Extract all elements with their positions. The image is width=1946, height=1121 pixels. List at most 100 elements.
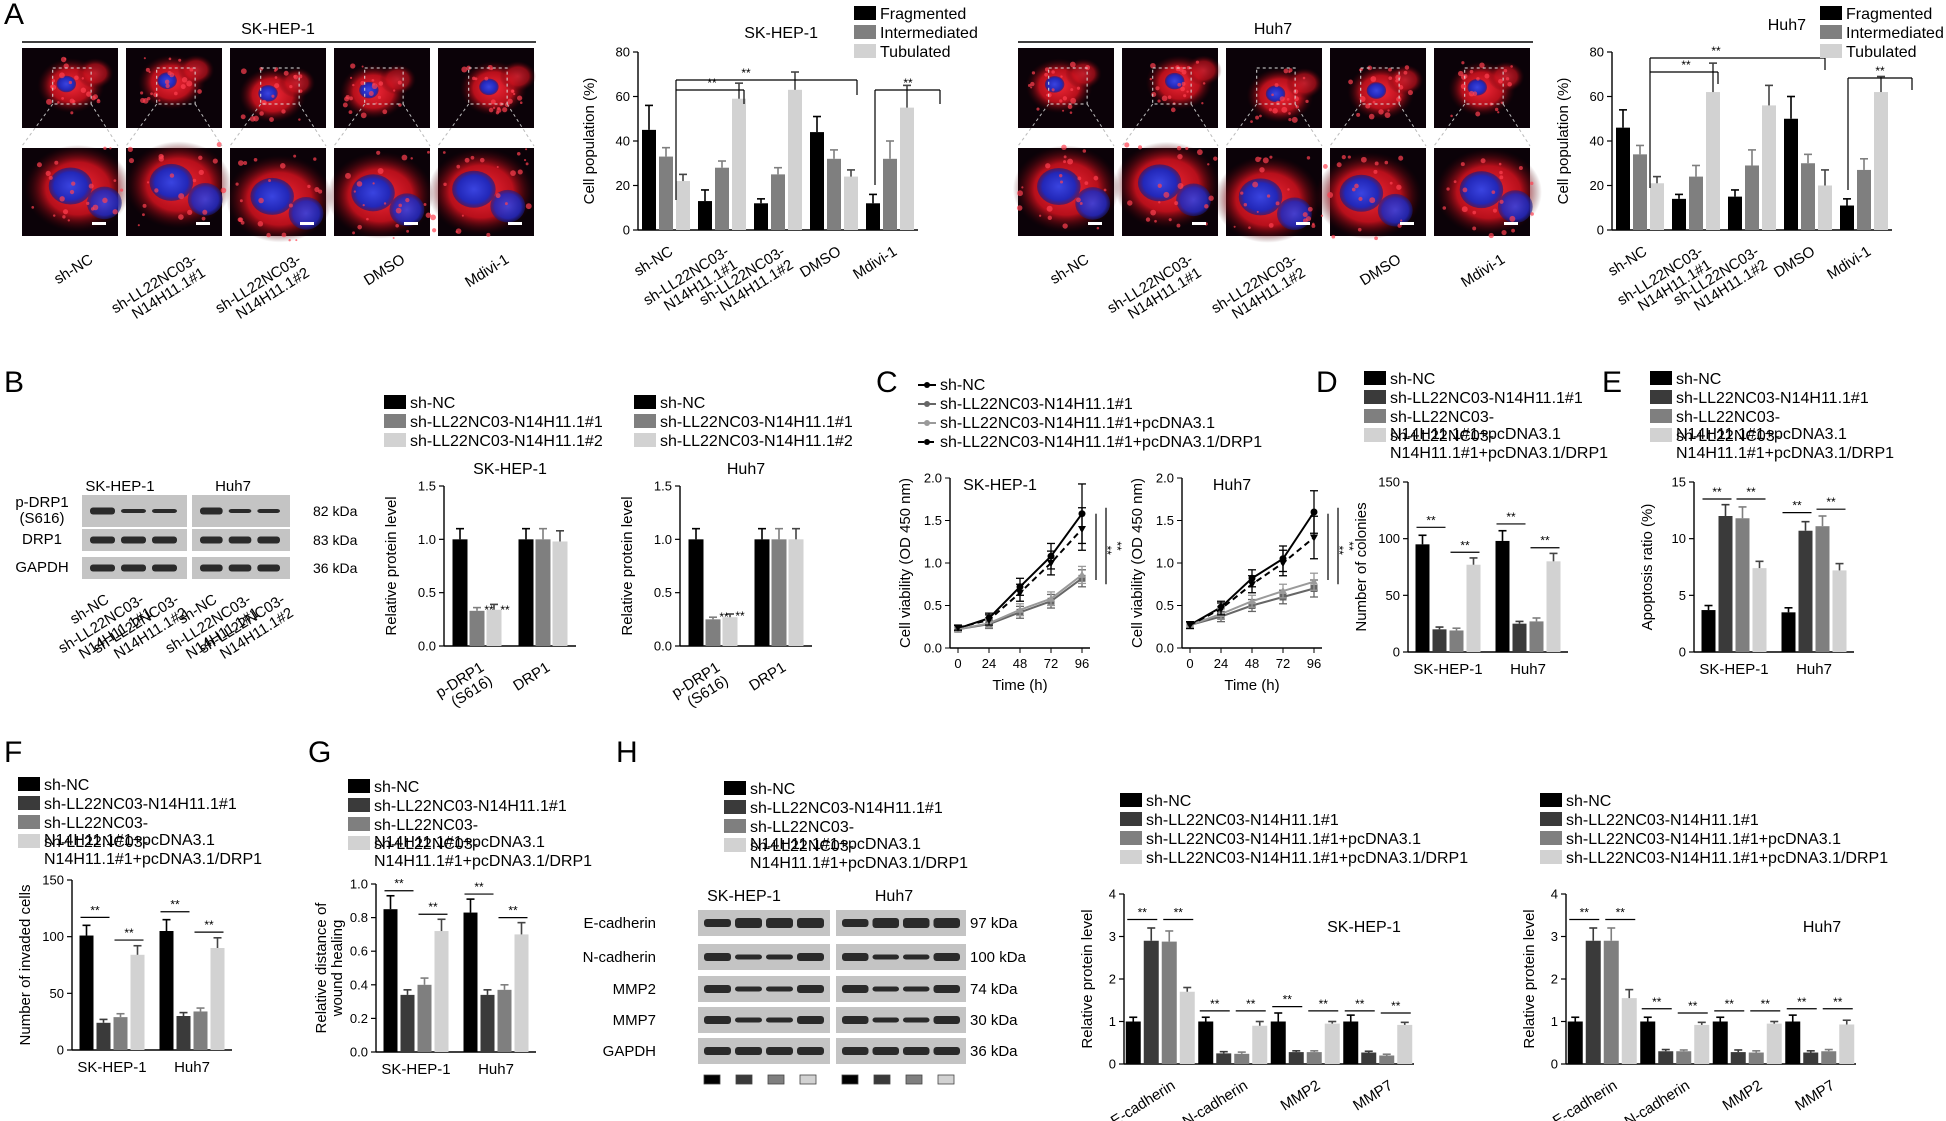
mito-speck [109,147,112,150]
bar [676,181,690,230]
mito-speck [1498,162,1502,166]
category-label: Huh7 [1510,661,1546,678]
category-label: sh-NC [631,243,676,280]
legend-h-skhep-label-line: sh-LL22NC03-N14H11.1#1+pcDNA3.1/DRP1 [1146,850,1468,867]
legend-a-skhep-label: Intermediated [880,25,978,42]
mito-speck [1498,78,1503,84]
zoom-guide [1225,103,1258,147]
mito-speck [523,158,527,162]
mito-speck [1374,161,1379,166]
mito-speck [1348,79,1353,85]
mito-speck [410,157,413,160]
y-tick-label-line: 0 [1109,1057,1116,1072]
mito-speck [1469,69,1474,74]
y-tick-label-line: 40 [616,134,630,149]
zoom-guide [402,103,431,147]
blot-band [797,1016,824,1024]
mito-speck [1500,101,1503,104]
category-label: E-cadherin [1550,1077,1621,1121]
bar [1785,1021,1801,1064]
blot-band [872,1017,899,1023]
bar [1815,526,1830,652]
mito-speck [395,224,399,228]
mito-speck [216,142,222,148]
mito-speck [1472,226,1477,231]
panel-label-a: A [4,0,24,31]
mito-speck [1070,88,1074,92]
x-tick-label: 48 [1245,656,1259,671]
mito-speck [1137,145,1143,150]
bar [900,107,914,230]
cell-cytoplasm [1387,64,1424,96]
blot-band [842,919,869,927]
legend-h-blot-label: sh-LL22NC03-N14H11.1#1+pcDNA3.1 [750,819,921,853]
category-label: sh-NC [1605,243,1650,280]
category-label: DMSO [1771,243,1818,281]
mito-speck [281,109,286,114]
bar [1706,92,1720,230]
scale-bar [92,222,106,225]
chart-title-line: Huh7 [1803,919,1841,936]
bar [1803,1052,1819,1064]
mito-speck [1398,155,1404,161]
mito-speck [1360,156,1367,163]
y-tick-label: 1.0 [350,877,368,892]
category-label: N-cadherin [1180,1077,1251,1121]
legend-h-skhep-label-line: sh-NC [1146,793,1191,810]
mito-speck [243,161,248,165]
mito-speck [92,204,99,211]
mito-speck [1186,90,1189,93]
y-tick-label-line: 0.0 [418,639,436,654]
mito-speck [352,83,355,87]
legend-c-label: sh-NC [940,377,985,394]
blot-row-label-line: N-cadherin [583,949,656,966]
sig-stars: ** [1833,995,1843,1009]
data-point [1279,560,1287,567]
bar [1288,1052,1304,1064]
mito-speck [398,203,402,208]
panel-label-h: H [616,736,638,769]
cell-cytoplasm [379,64,416,95]
legend-f-swatch [18,777,40,791]
mito-speck [52,214,56,217]
blot-band [200,564,223,572]
bar [452,539,468,646]
bar [1766,1023,1782,1064]
mito-speck [1494,107,1499,112]
category-label-line: DRP1 [746,659,789,695]
zoom-guide [333,103,366,147]
cell-nucleus [1366,82,1387,99]
blot-row-label: p-DRP1 (S616) [15,494,68,527]
chart-e: 0 5 10 15 Apoptosis ratio (%) SK-HEP-1 Huh7 ** *… [1639,475,1854,678]
bar [176,1016,191,1050]
legend-g-swatch [348,836,370,850]
sig-stars: ** [1174,906,1184,920]
mito-speck [371,83,378,90]
mito-speck [1062,223,1068,229]
mito-speck [375,102,378,105]
mito-speck [1181,69,1187,75]
mito-speck [392,237,395,240]
y-axis-label-line: Relative distance of [313,902,330,1034]
data-point [1248,597,1256,605]
mito-speck [1450,114,1453,118]
x-tick-label: 48 [1013,656,1027,671]
sig-stars-line: ** [484,603,494,617]
bar [1361,1052,1377,1064]
sig-stars-line: ** [1580,906,1590,920]
mito-speck [510,170,516,176]
legend-a-huh7-label-line: Fragmented [1846,6,1932,23]
legend-h-blot-label-line: N14H11.1#1+pcDNA3.1/DRP1 [750,855,968,872]
mito-speck [1063,155,1067,159]
blot-band [704,953,731,961]
y-tick-label: 100 [1378,531,1400,546]
bar [659,156,673,230]
blot-row-label-line: DRP1 [22,531,62,548]
micro-label: DMSO [361,251,408,289]
blot-header-skhep-line: SK-HEP-1 [85,478,154,495]
y-tick-label: 0 [1393,645,1400,660]
x-tick-label-line: 96 [1075,656,1089,671]
blot-row-label-line: MMP7 [613,1012,656,1029]
zoom-guide [1502,103,1531,147]
x-tick-label: 72 [1044,656,1058,671]
